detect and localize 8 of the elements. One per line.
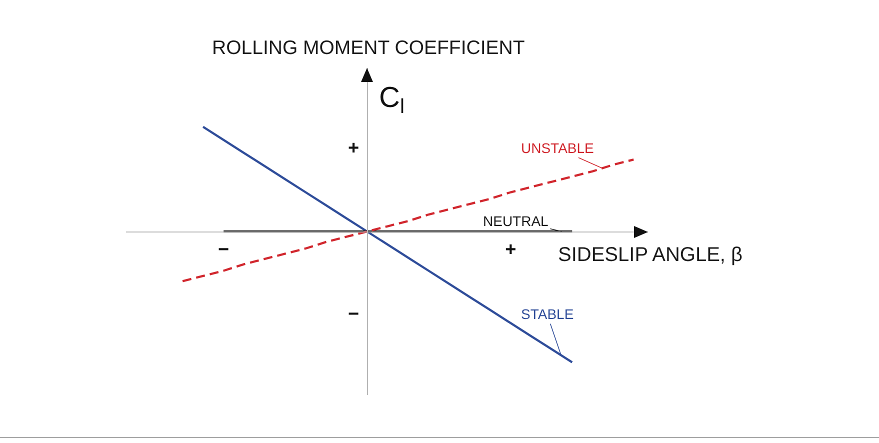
x-axis-title: SIDESLIP ANGLE, β (558, 244, 743, 266)
series-label: UNSTABLE (521, 140, 594, 156)
y-axis-title: ROLLING MOMENT COEFFICIENT (212, 37, 525, 59)
legend-label: NEUTRAL (483, 213, 549, 229)
annotation: + (348, 138, 360, 159)
series-label: STABLE (521, 306, 574, 322)
annotation: − (348, 304, 360, 325)
text: C$_{l}$ (379, 82, 404, 118)
